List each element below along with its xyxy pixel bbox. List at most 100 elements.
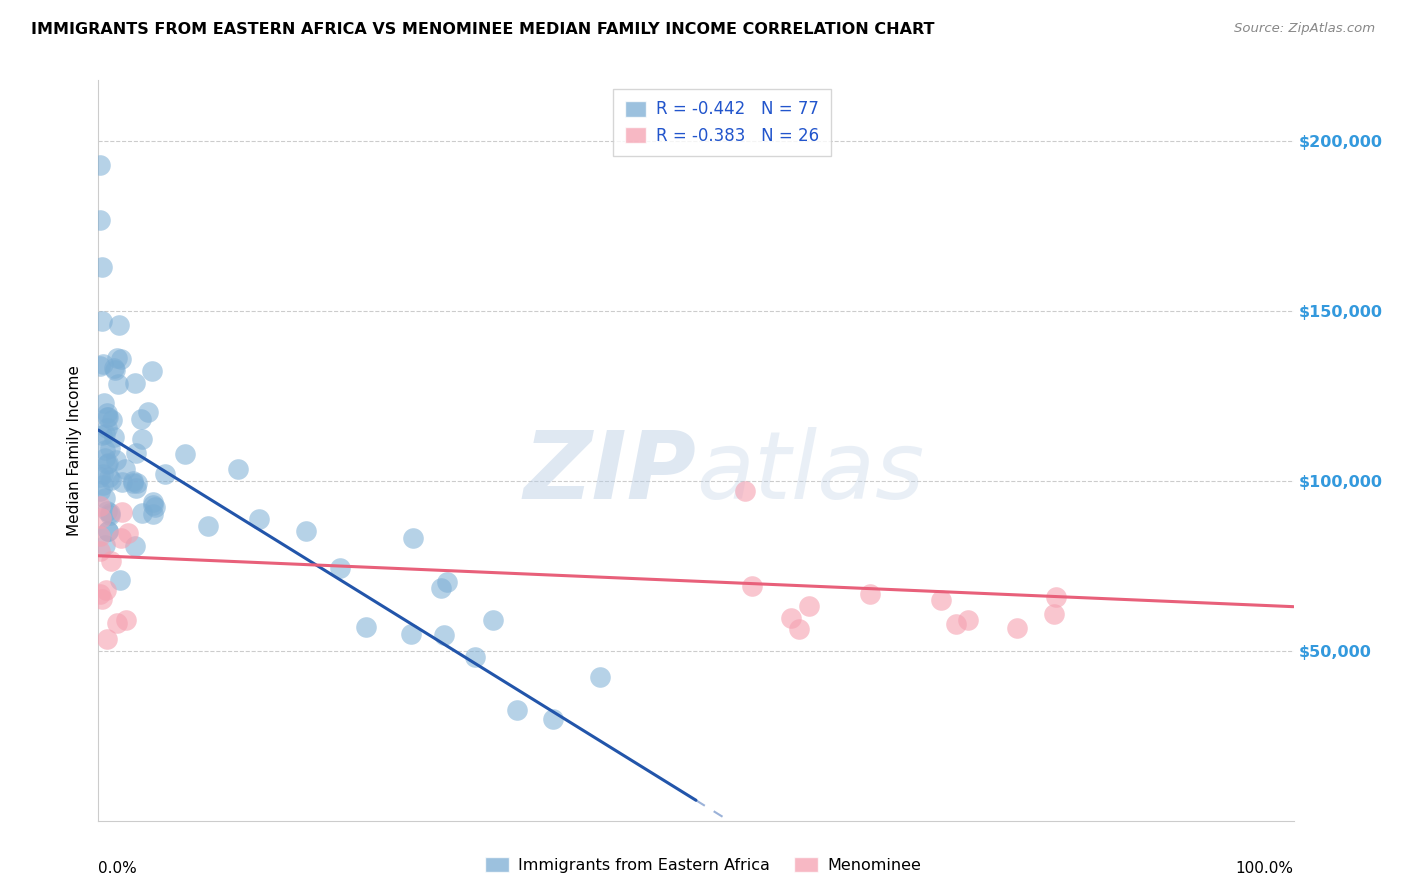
Point [94, 583, 117, 598]
Point [481, 613, 505, 627]
Point [741, 579, 763, 593]
Point [329, 561, 352, 575]
Point [104, 362, 127, 376]
Point [89, 359, 111, 374]
Point [105, 616, 128, 631]
Point [89, 483, 111, 498]
Point [100, 473, 122, 487]
Point [143, 500, 166, 515]
Point [1043, 607, 1066, 621]
Point [174, 447, 197, 461]
Point [402, 531, 425, 545]
Point [787, 622, 810, 636]
Point [93, 396, 115, 410]
Point [589, 670, 612, 684]
Point [294, 524, 316, 538]
Point [96, 632, 118, 646]
Point [100, 413, 122, 427]
Point [90, 511, 112, 525]
Point [103, 430, 125, 444]
Point [104, 453, 127, 467]
Point [142, 498, 165, 512]
Point [541, 712, 564, 726]
Point [124, 376, 146, 391]
Point [131, 432, 153, 446]
Point [506, 703, 529, 717]
Point [464, 649, 486, 664]
Point [97, 456, 120, 470]
Point [96, 421, 118, 435]
Point [430, 581, 453, 595]
Point [97, 409, 120, 424]
Point [125, 445, 148, 459]
Point [111, 475, 134, 489]
Point [96, 457, 118, 471]
Point [122, 475, 145, 490]
Point [97, 524, 120, 539]
Point [197, 518, 219, 533]
Point [141, 364, 163, 378]
Y-axis label: Median Family Income: Median Family Income [67, 365, 83, 536]
Point [142, 495, 165, 509]
Text: ZIP: ZIP [523, 426, 696, 518]
Text: 0.0%: 0.0% [98, 862, 138, 876]
Point [142, 507, 165, 521]
Point [91, 478, 114, 492]
Point [98, 508, 121, 523]
Point [105, 351, 128, 366]
Point [91, 467, 114, 482]
Point [91, 314, 114, 328]
Point [110, 352, 132, 367]
Point [90, 428, 112, 442]
Point [226, 462, 249, 476]
Point [131, 411, 153, 425]
Point [780, 611, 803, 625]
Point [131, 506, 153, 520]
Point [107, 376, 129, 391]
Point [94, 491, 117, 505]
Point [929, 593, 952, 607]
Point [96, 410, 118, 425]
Point [108, 318, 131, 333]
Point [136, 405, 159, 419]
Point [89, 158, 111, 172]
Point [89, 543, 111, 558]
Point [96, 503, 118, 517]
Point [117, 526, 139, 541]
Point [1005, 621, 1028, 635]
Point [90, 592, 112, 607]
Point [97, 524, 120, 538]
Point [125, 476, 148, 491]
Text: Source: ZipAtlas.com: Source: ZipAtlas.com [1234, 22, 1375, 36]
Point [89, 529, 111, 543]
Point [108, 574, 131, 588]
Point [93, 426, 115, 441]
Point [114, 462, 136, 476]
Point [153, 467, 176, 482]
Text: IMMIGRANTS FROM EASTERN AFRICA VS MENOMINEE MEDIAN FAMILY INCOME CORRELATION CHA: IMMIGRANTS FROM EASTERN AFRICA VS MENOMI… [31, 22, 935, 37]
Point [89, 499, 111, 513]
Point [957, 613, 980, 627]
Point [797, 599, 820, 614]
Point [1045, 590, 1067, 604]
Point [111, 505, 134, 519]
Point [100, 441, 122, 455]
Point [401, 627, 423, 641]
Point [124, 482, 146, 496]
Point [433, 628, 456, 642]
Text: 100.0%: 100.0% [1236, 862, 1294, 876]
Point [98, 470, 121, 484]
Point [945, 616, 967, 631]
Point [89, 587, 111, 601]
Point [121, 475, 143, 489]
Point [89, 212, 111, 227]
Point [98, 506, 121, 520]
Point [90, 260, 112, 274]
Point [100, 554, 122, 568]
Point [110, 531, 132, 545]
Point [354, 620, 377, 634]
Point [94, 538, 117, 552]
Point [94, 450, 117, 465]
Point [115, 613, 138, 627]
Point [94, 443, 117, 458]
